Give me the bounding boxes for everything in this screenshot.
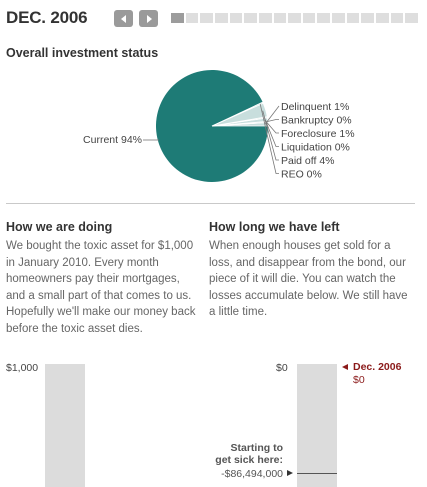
current-month-label: Dec. 2006: [353, 361, 402, 373]
timeline-segment[interactable]: [200, 13, 213, 23]
timeline-segment[interactable]: [302, 13, 316, 23]
current-month-marker-icon: [342, 364, 348, 370]
threshold-pointer-icon: [287, 470, 293, 476]
pie-label-foreclosure: Foreclosure 1%: [281, 128, 355, 140]
timeline-segment[interactable]: [273, 13, 287, 23]
chevron-right-icon: [146, 14, 152, 23]
pie-slice-reo: [211, 101, 264, 127]
investment-value-bar: [45, 364, 85, 487]
chevron-left-icon: [120, 14, 126, 23]
timeline-segment[interactable]: [185, 13, 199, 23]
how-long-text: When enough houses get sold for a loss, …: [209, 240, 408, 318]
right-bar-value-label: $0: [276, 362, 288, 374]
timeline-segment[interactable]: [171, 13, 184, 23]
timeline-segment[interactable]: [332, 13, 345, 23]
pie-label-bankruptcy: Bankruptcy 0%: [281, 115, 352, 127]
timeline-segment[interactable]: [229, 13, 243, 23]
how-doing-text: We bought the toxic asset for $1,000 in …: [6, 240, 196, 335]
sick-threshold-value: -$86,494,000: [221, 468, 283, 480]
threshold-line: [297, 473, 337, 474]
current-month-value: $0: [353, 374, 365, 386]
sick-note-line2: get sick here:: [215, 454, 283, 466]
pie-leader-bankruptcy: [264, 119, 279, 123]
sick-note-line1: Starting to: [230, 442, 284, 454]
how-doing-title: How we are doing: [6, 220, 113, 234]
timeline-segment[interactable]: [317, 13, 331, 23]
pie-label-current: Current 94%: [83, 134, 142, 146]
section-title-investment-status: Overall investment status: [6, 46, 159, 60]
timeline-segment[interactable]: [258, 13, 272, 23]
pie-leader-foreclosure: [264, 119, 279, 134]
pie-label-paid-off: Paid off 4%: [281, 155, 335, 167]
sick-threshold-note: Starting to get sick here:: [200, 442, 283, 466]
page-title: DEC. 2006: [6, 8, 88, 27]
timeline-segment[interactable]: [405, 13, 418, 23]
investment-pie-chart: Current 94% Delinquent 1% Bankruptcy 0%For…: [83, 70, 355, 183]
pie-label-reo: REO 0%: [281, 169, 322, 181]
prev-month-button[interactable]: [114, 10, 133, 27]
losses-bar: [297, 364, 337, 487]
pie-leader-reo: [259, 103, 279, 174]
pie-leader-liquidation: [263, 117, 279, 147]
left-bar-value-label: $1,000: [6, 362, 39, 374]
timeline-segment[interactable]: [346, 13, 360, 23]
timeline-segment[interactable]: [244, 13, 257, 23]
divider: [6, 203, 415, 204]
pie-label-delinquent: Delinquent 1%: [281, 101, 349, 113]
pie-leader-paid-off: [262, 110, 279, 161]
next-month-button[interactable]: [139, 10, 158, 27]
timeline-segment[interactable]: [376, 13, 389, 23]
timeline-segment[interactable]: [288, 13, 301, 23]
timeline-segment[interactable]: [361, 13, 375, 23]
how-long-title: How long we have left: [209, 220, 340, 234]
pie-label-liquidation: Liquidation 0%: [281, 142, 350, 154]
timeline-segment[interactable]: [390, 13, 404, 23]
timeline-segment[interactable]: [214, 13, 228, 23]
